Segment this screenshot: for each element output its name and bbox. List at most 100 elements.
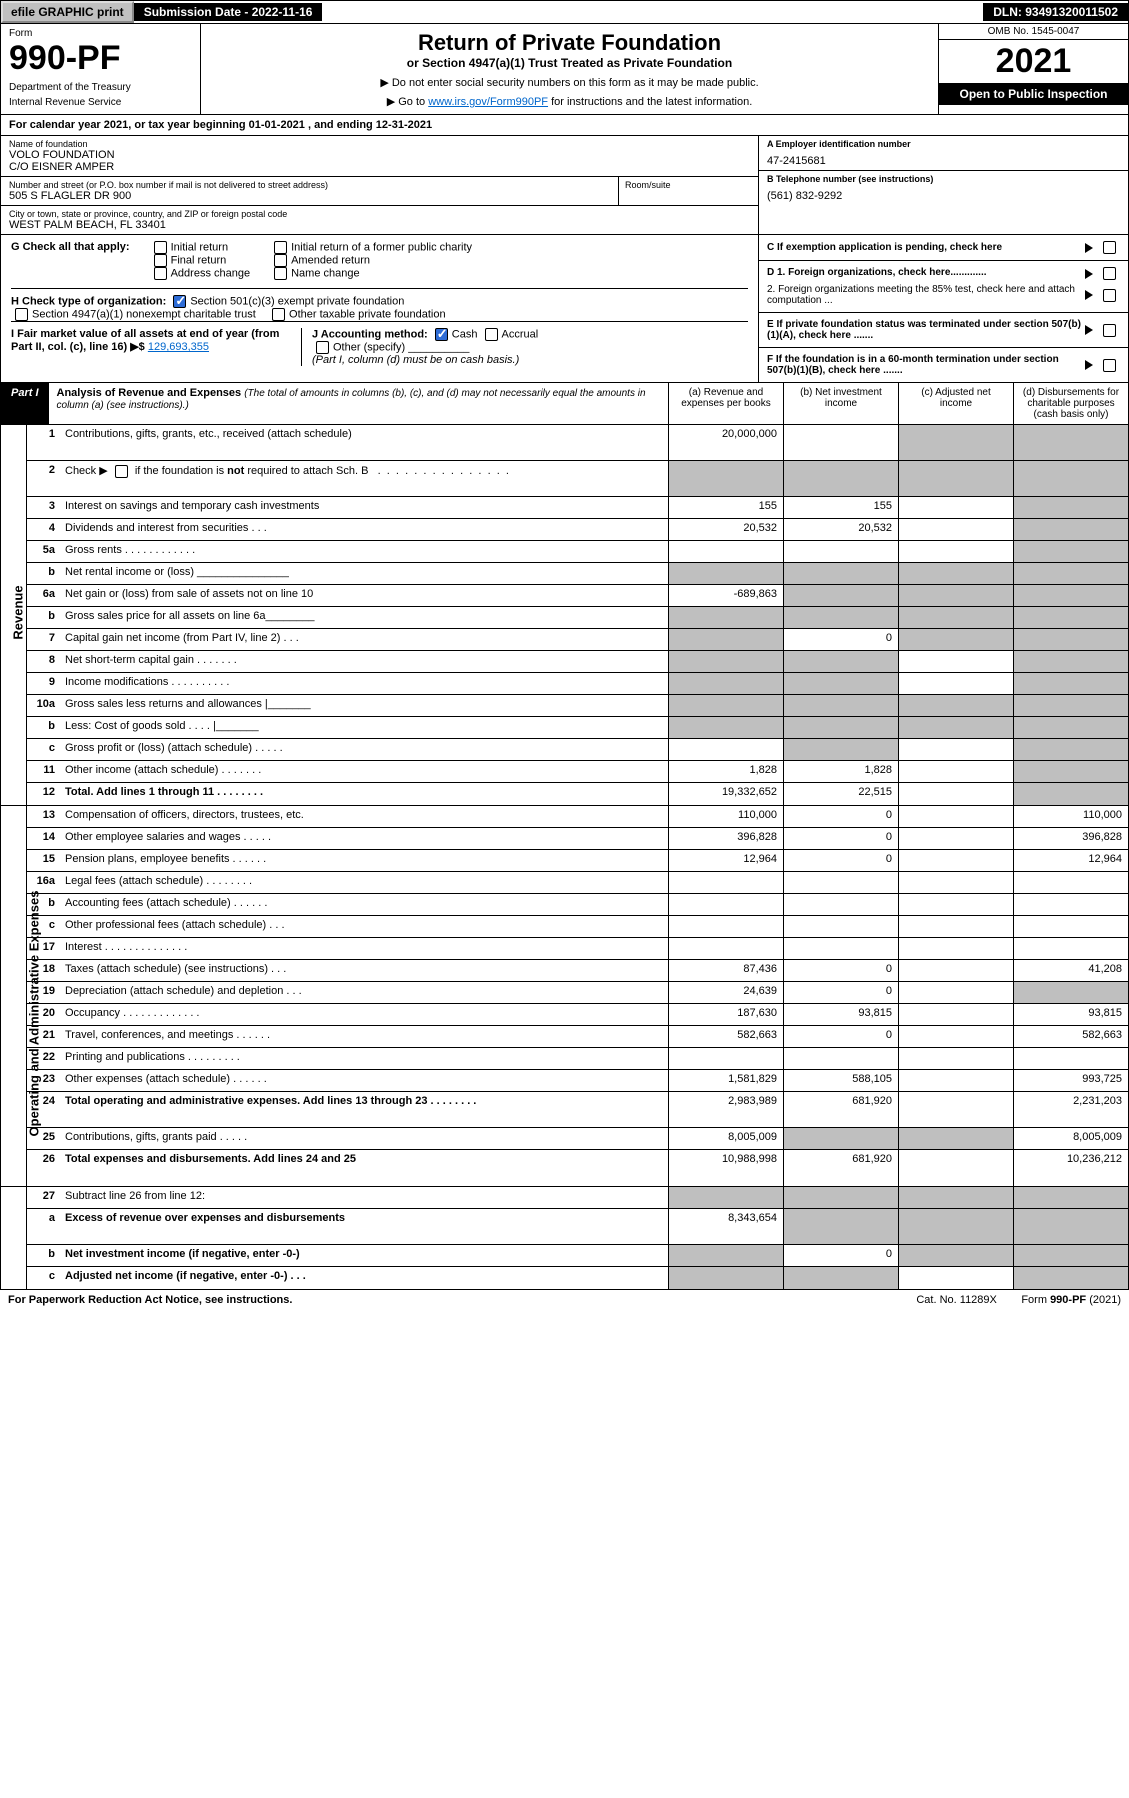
col-d-header: (d) Disbursements for charitable purpose… <box>1013 383 1128 424</box>
form-title: Return of Private Foundation <box>211 30 928 56</box>
chk-4947[interactable] <box>15 308 28 321</box>
table-row: aExcess of revenue over expenses and dis… <box>27 1209 1128 1245</box>
part-1-header: Part I Analysis of Revenue and Expenses … <box>0 383 1129 425</box>
table-row: 7Capital gain net income (from Part IV, … <box>27 629 1128 651</box>
col-c-header: (c) Adjusted net income <box>898 383 1013 424</box>
table-row: cAdjusted net income (if negative, enter… <box>27 1267 1128 1289</box>
chk-initial-former[interactable] <box>274 241 287 254</box>
d2-label: 2. Foreign organizations meeting the 85%… <box>767 284 1081 306</box>
form-subtitle: or Section 4947(a)(1) Trust Treated as P… <box>211 56 928 70</box>
calendar-year: For calendar year 2021, or tax year begi… <box>0 115 1129 136</box>
cat-no: Cat. No. 11289X <box>916 1294 997 1306</box>
chk-501c3[interactable] <box>173 295 186 308</box>
chk-d2[interactable] <box>1103 289 1116 302</box>
j-label: J Accounting method: <box>312 328 428 340</box>
form-header: Form 990-PF Department of the Treasury I… <box>0 24 1129 115</box>
chk-final[interactable] <box>154 254 167 267</box>
table-row: 17Interest . . . . . . . . . . . . . . <box>27 938 1128 960</box>
irs-link[interactable]: www.irs.gov/Form990PF <box>428 96 548 108</box>
table-row: 19Depreciation (attach schedule) and dep… <box>27 982 1128 1004</box>
chk-d1[interactable] <box>1103 267 1116 280</box>
city-state-zip: WEST PALM BEACH, FL 33401 <box>9 219 750 231</box>
h-label: H Check type of organization: <box>11 295 166 307</box>
form-footer: Form 990-PF (2021) <box>1021 1294 1121 1306</box>
paperwork-notice: For Paperwork Reduction Act Notice, see … <box>8 1294 292 1306</box>
table-row: 1Contributions, gifts, grants, etc., rec… <box>27 425 1128 461</box>
table-row: bNet rental income or (loss) ___________… <box>27 563 1128 585</box>
dln: DLN: 93491320011502 <box>983 3 1128 21</box>
chk-address[interactable] <box>154 267 167 280</box>
table-row: bNet investment income (if negative, ent… <box>27 1245 1128 1267</box>
table-row: 6aNet gain or (loss) from sale of assets… <box>27 585 1128 607</box>
open-inspection: Open to Public Inspection <box>939 83 1128 105</box>
table-row: 26Total expenses and disbursements. Add … <box>27 1150 1128 1186</box>
table-row: 10aGross sales less returns and allowanc… <box>27 695 1128 717</box>
chk-sch-b[interactable] <box>115 465 128 478</box>
efile-button[interactable]: efile GRAPHIC print <box>1 1 134 23</box>
table-row: 11Other income (attach schedule) . . . .… <box>27 761 1128 783</box>
j-note: (Part I, column (d) must be on cash basi… <box>312 354 519 366</box>
addr-label: Number and street (or P.O. box number if… <box>9 180 610 190</box>
f-label: F If the foundation is in a 60-month ter… <box>767 354 1081 376</box>
chk-other-taxable[interactable] <box>272 308 285 321</box>
e-label: E If private foundation status was termi… <box>767 319 1081 341</box>
city-label: City or town, state or province, country… <box>9 209 750 219</box>
table-row: 27Subtract line 26 from line 12: <box>27 1187 1128 1209</box>
table-row: 4Dividends and interest from securities … <box>27 519 1128 541</box>
table-row: cGross profit or (loss) (attach schedule… <box>27 739 1128 761</box>
table-row: 5aGross rents . . . . . . . . . . . . <box>27 541 1128 563</box>
chk-amended[interactable] <box>274 254 287 267</box>
table-row: 18Taxes (attach schedule) (see instructi… <box>27 960 1128 982</box>
g-label: G Check all that apply: <box>11 241 130 280</box>
form-number: 990-PF <box>9 39 192 78</box>
chk-name-change[interactable] <box>274 267 287 280</box>
arrow-icon <box>1085 290 1093 300</box>
table-row: 21Travel, conferences, and meetings . . … <box>27 1026 1128 1048</box>
i-label: I Fair market value of all assets at end… <box>11 328 279 353</box>
chk-initial[interactable] <box>154 241 167 254</box>
submission-date: Submission Date - 2022-11-16 <box>134 3 323 21</box>
tax-year: 2021 <box>939 40 1128 83</box>
col-a-header: (a) Revenue and expenses per books <box>668 383 783 424</box>
arrow-icon <box>1085 269 1093 279</box>
table-row: 20Occupancy . . . . . . . . . . . . .187… <box>27 1004 1128 1026</box>
arrow-icon <box>1085 360 1093 370</box>
room-label: Room/suite <box>625 180 752 190</box>
name-label: Name of foundation <box>9 139 750 149</box>
d1-label: D 1. Foreign organizations, check here..… <box>767 267 987 280</box>
expenses-side-label: Operating and Administrative Expenses <box>26 891 41 1137</box>
arrow-icon <box>1085 325 1093 335</box>
table-row: cOther professional fees (attach schedul… <box>27 916 1128 938</box>
col-b-header: (b) Net investment income <box>783 383 898 424</box>
chk-cash[interactable] <box>435 328 448 341</box>
ein-value: 47-2415681 <box>767 155 1120 167</box>
expenses-table: Operating and Administrative Expenses 13… <box>0 806 1129 1187</box>
note-ssn: ▶ Do not enter social security numbers o… <box>211 76 928 89</box>
dept-treasury: Department of the Treasury <box>9 82 192 93</box>
table-row: bGross sales price for all assets on lin… <box>27 607 1128 629</box>
table-row: 16aLegal fees (attach schedule) . . . . … <box>27 872 1128 894</box>
table-row: 25Contributions, gifts, grants paid . . … <box>27 1128 1128 1150</box>
foundation-name2: C/O EISNER AMPER <box>9 161 750 173</box>
table-row: 22Printing and publications . . . . . . … <box>27 1048 1128 1070</box>
table-row: 15Pension plans, employee benefits . . .… <box>27 850 1128 872</box>
omb-number: OMB No. 1545-0047 <box>939 24 1128 40</box>
chk-accrual[interactable] <box>485 328 498 341</box>
chk-e[interactable] <box>1103 324 1116 337</box>
irs-label: Internal Revenue Service <box>9 97 192 108</box>
table-row: 9Income modifications . . . . . . . . . … <box>27 673 1128 695</box>
revenue-table: Revenue 1Contributions, gifts, grants, e… <box>0 425 1129 806</box>
chk-f[interactable] <box>1103 359 1116 372</box>
arrow-icon <box>1085 243 1093 253</box>
form-label: Form <box>9 28 192 39</box>
table-row: 8Net short-term capital gain . . . . . .… <box>27 651 1128 673</box>
chk-other-method[interactable] <box>316 341 329 354</box>
fmv-value[interactable]: 129,693,355 <box>148 341 209 353</box>
foundation-name1: VOLO FOUNDATION <box>9 149 750 161</box>
chk-c[interactable] <box>1103 241 1116 254</box>
ein-label: A Employer identification number <box>767 139 1120 149</box>
table-row: 12Total. Add lines 1 through 11 . . . . … <box>27 783 1128 805</box>
tel-label: B Telephone number (see instructions) <box>767 174 1120 184</box>
table-row: bLess: Cost of goods sold . . . . |_____… <box>27 717 1128 739</box>
table-row: 23Other expenses (attach schedule) . . .… <box>27 1070 1128 1092</box>
